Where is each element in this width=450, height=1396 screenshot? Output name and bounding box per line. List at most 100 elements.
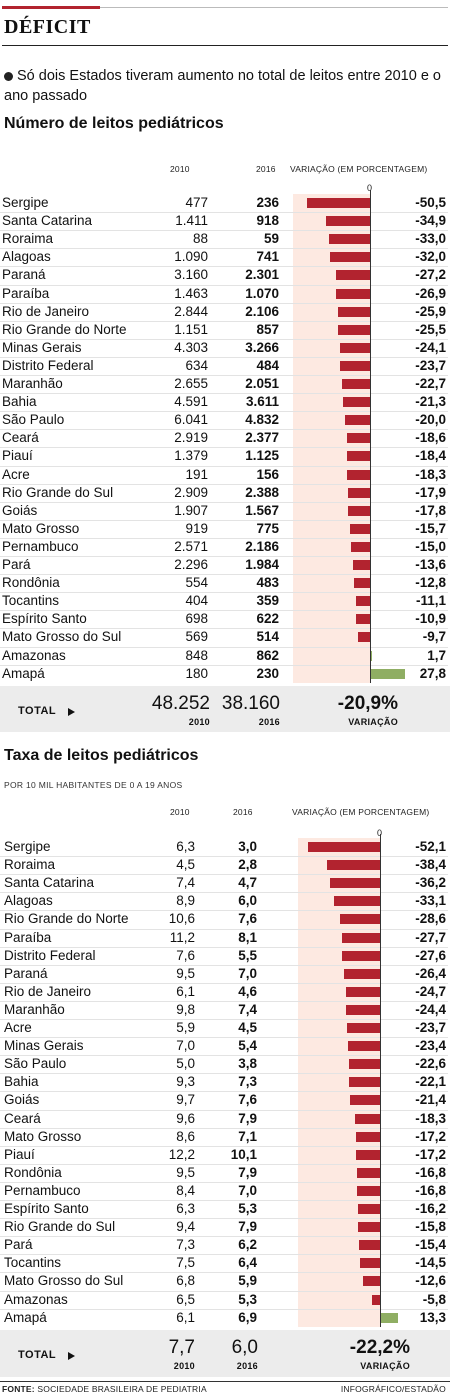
- value-2016: 3.266: [245, 339, 279, 355]
- value-2010: 10,6: [168, 911, 195, 927]
- value-2016: 5,9: [238, 1273, 257, 1289]
- row-divider: [0, 1073, 448, 1075]
- state-label: Bahia: [4, 1074, 39, 1090]
- value-2016: 857: [256, 321, 279, 337]
- variation-value: -33,0: [415, 231, 446, 247]
- value-2010: 7,5: [176, 1255, 195, 1271]
- state-label: Roraima: [4, 857, 56, 873]
- value-2016: 10,1: [230, 1146, 257, 1162]
- value-2010: 1.151: [174, 321, 208, 337]
- state-label: Paraná: [2, 267, 46, 283]
- state-label: Tocantins: [2, 593, 60, 609]
- value-2016: 156: [256, 466, 279, 482]
- value-2016: 484: [256, 357, 279, 373]
- state-label: Mato Grosso: [4, 1128, 82, 1144]
- row-divider: [0, 1000, 448, 1002]
- value-2010: 4,5: [176, 857, 195, 873]
- state-label: Rio Grande do Norte: [2, 321, 127, 337]
- value-2016: 236: [256, 195, 279, 210]
- variation-value: 13,3: [419, 1309, 446, 1325]
- variation-bar: [307, 198, 370, 208]
- state-label: Paraná: [4, 965, 48, 981]
- footer-source-label: FONTE:: [2, 1384, 35, 1394]
- state-label: Acre: [4, 1020, 32, 1035]
- state-label: Maranhão: [4, 1001, 65, 1017]
- value-2016: 3,0: [238, 839, 257, 854]
- row-divider: [0, 1163, 448, 1165]
- value-2016: 1.070: [245, 285, 279, 301]
- variation-value: -18,3: [415, 1110, 446, 1126]
- section2-total-2010: 7,7: [168, 1337, 195, 1358]
- section2-total-box: [0, 1330, 450, 1377]
- variation-value: -22,7: [415, 376, 446, 391]
- variation-bar: [353, 560, 370, 570]
- row-divider: [0, 1218, 448, 1220]
- section2-title: Taxa de leitos pediátricos: [4, 747, 199, 764]
- row-divider: [0, 946, 448, 948]
- variation-value: -9,7: [422, 629, 446, 645]
- value-2016: 2.186: [245, 538, 279, 554]
- state-label: Rondônia: [4, 1164, 62, 1180]
- value-2010: 2.919: [174, 430, 208, 446]
- section2-total-variation-label: VARIAÇÃO: [360, 1361, 410, 1371]
- state-label: Minas Gerais: [4, 1038, 84, 1054]
- value-2016: 514: [256, 629, 279, 645]
- variation-bar: [347, 1041, 380, 1052]
- value-2016: 359: [256, 593, 279, 609]
- value-2016: 5,5: [238, 947, 257, 963]
- variation-bar: [356, 1185, 380, 1196]
- value-2010: 8,4: [176, 1182, 195, 1198]
- section1-total-variation-label: VARIAÇÃO: [348, 717, 398, 727]
- variation-bar: [349, 1077, 380, 1088]
- value-2010: 7,4: [176, 875, 195, 891]
- value-2016: 6,9: [238, 1309, 257, 1325]
- value-2016: 59: [263, 231, 279, 247]
- value-2010: 2.655: [174, 376, 208, 391]
- row-divider: [0, 1290, 448, 1292]
- value-2010: 9,8: [176, 1001, 195, 1017]
- state-label: Pará: [2, 557, 31, 572]
- variation-bar: [347, 469, 370, 480]
- row-divider: [0, 266, 448, 268]
- variation-bar: [357, 1204, 380, 1214]
- value-2010: 1.379: [174, 448, 208, 464]
- variation-value: -27,6: [415, 947, 446, 963]
- value-2010: 9,4: [176, 1219, 195, 1235]
- variation-value: -27,2: [415, 267, 446, 283]
- variation-value: -12,6: [415, 1273, 446, 1289]
- header-accent-bar: [2, 6, 100, 9]
- variation-bar: [345, 986, 380, 997]
- page-title: DÉFICIT: [4, 16, 91, 38]
- row-divider: [0, 393, 448, 395]
- variation-value: -16,8: [415, 1164, 446, 1180]
- state-label: Pará: [4, 1237, 33, 1253]
- section2-subtitle: POR 10 MIL HABITANTES DE 0 A 19 ANOS: [4, 780, 183, 790]
- value-2010: 9,3: [176, 1074, 195, 1090]
- chart-zero-axis: [370, 190, 371, 683]
- variation-bar: [343, 968, 380, 979]
- value-2016: 8,1: [238, 929, 257, 945]
- state-label: Rondônia: [2, 575, 60, 591]
- row-divider: [0, 874, 448, 876]
- section1-col-2016: 2016: [256, 164, 276, 174]
- value-2016: 7,4: [238, 1001, 257, 1017]
- value-2016: 918: [256, 213, 279, 229]
- row-divider: [0, 284, 448, 286]
- variation-bar: [339, 342, 370, 353]
- value-2010: 9,5: [176, 1164, 195, 1180]
- variation-value: -16,2: [415, 1201, 446, 1216]
- value-2016: 6,4: [238, 1255, 257, 1271]
- variation-value: -23,7: [415, 1020, 446, 1035]
- header-rule: [100, 7, 448, 8]
- value-2010: 7,3: [176, 1237, 195, 1253]
- state-label: Tocantins: [4, 1255, 62, 1271]
- value-2016: 6,2: [238, 1237, 257, 1253]
- variation-bar: [370, 668, 405, 679]
- state-label: São Paulo: [2, 412, 65, 428]
- value-2010: 9,6: [176, 1110, 195, 1126]
- variation-bar: [338, 324, 370, 335]
- variation-value: -25,5: [415, 321, 446, 337]
- variation-value: -23,4: [415, 1038, 446, 1054]
- value-2016: 741: [256, 249, 279, 265]
